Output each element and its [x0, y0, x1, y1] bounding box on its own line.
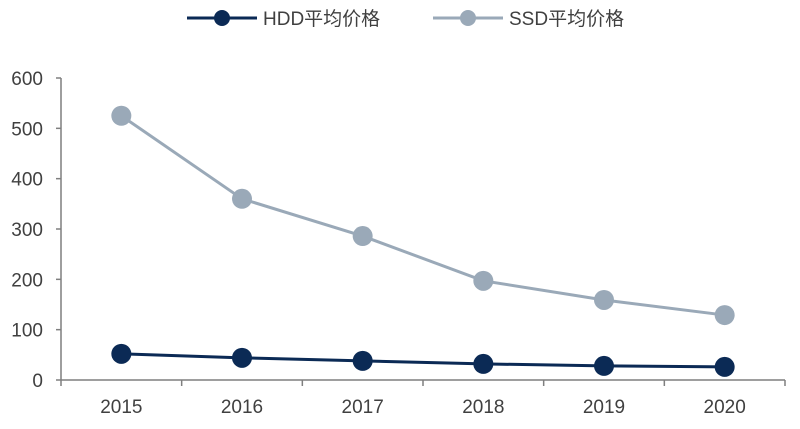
- y-tick-label: 200: [11, 270, 43, 291]
- data-point-hdd: [473, 353, 494, 374]
- x-tick-label: 2018: [462, 397, 504, 418]
- data-point-ssd: [111, 105, 132, 126]
- x-tick-label: 2015: [100, 397, 142, 418]
- y-tick-label: 400: [11, 170, 43, 191]
- y-tick-label: 100: [11, 321, 43, 342]
- data-point-ssd: [473, 270, 494, 291]
- data-point-hdd: [714, 356, 735, 377]
- legend: HDD平均价格 SSD平均价格: [187, 8, 624, 30]
- series-line-hdd: [121, 352, 725, 369]
- series-group: [111, 105, 735, 377]
- y-tick-label: 600: [11, 69, 43, 90]
- legend-marker: [460, 10, 476, 26]
- data-point-ssd: [594, 289, 614, 310]
- data-point-ssd: [352, 226, 373, 247]
- y-axis: 0 100 200 300 400 500 600: [11, 69, 62, 392]
- x-axis: 2015 2016 2017 2018 2019 2020: [60, 379, 786, 418]
- data-point-ssd: [714, 305, 735, 326]
- data-point-hdd: [111, 343, 132, 364]
- x-tick-label: 2020: [704, 397, 746, 418]
- legend-marker: [214, 10, 230, 26]
- legend-label: SSD平均价格: [509, 8, 624, 30]
- y-tick-label: 300: [11, 220, 43, 241]
- data-point-hdd: [352, 350, 373, 371]
- data-point-hdd: [232, 347, 252, 368]
- legend-label: HDD平均价格: [263, 8, 380, 30]
- y-tick-label: 500: [11, 119, 43, 140]
- x-tick-label: 2016: [221, 397, 263, 418]
- data-point-hdd: [594, 355, 614, 376]
- y-tick-label: 0: [32, 371, 43, 392]
- data-point-ssd: [232, 188, 252, 209]
- x-tick-label: 2019: [583, 397, 625, 418]
- series-line-ssd: [120, 114, 725, 317]
- x-tick-label: 2017: [342, 397, 384, 418]
